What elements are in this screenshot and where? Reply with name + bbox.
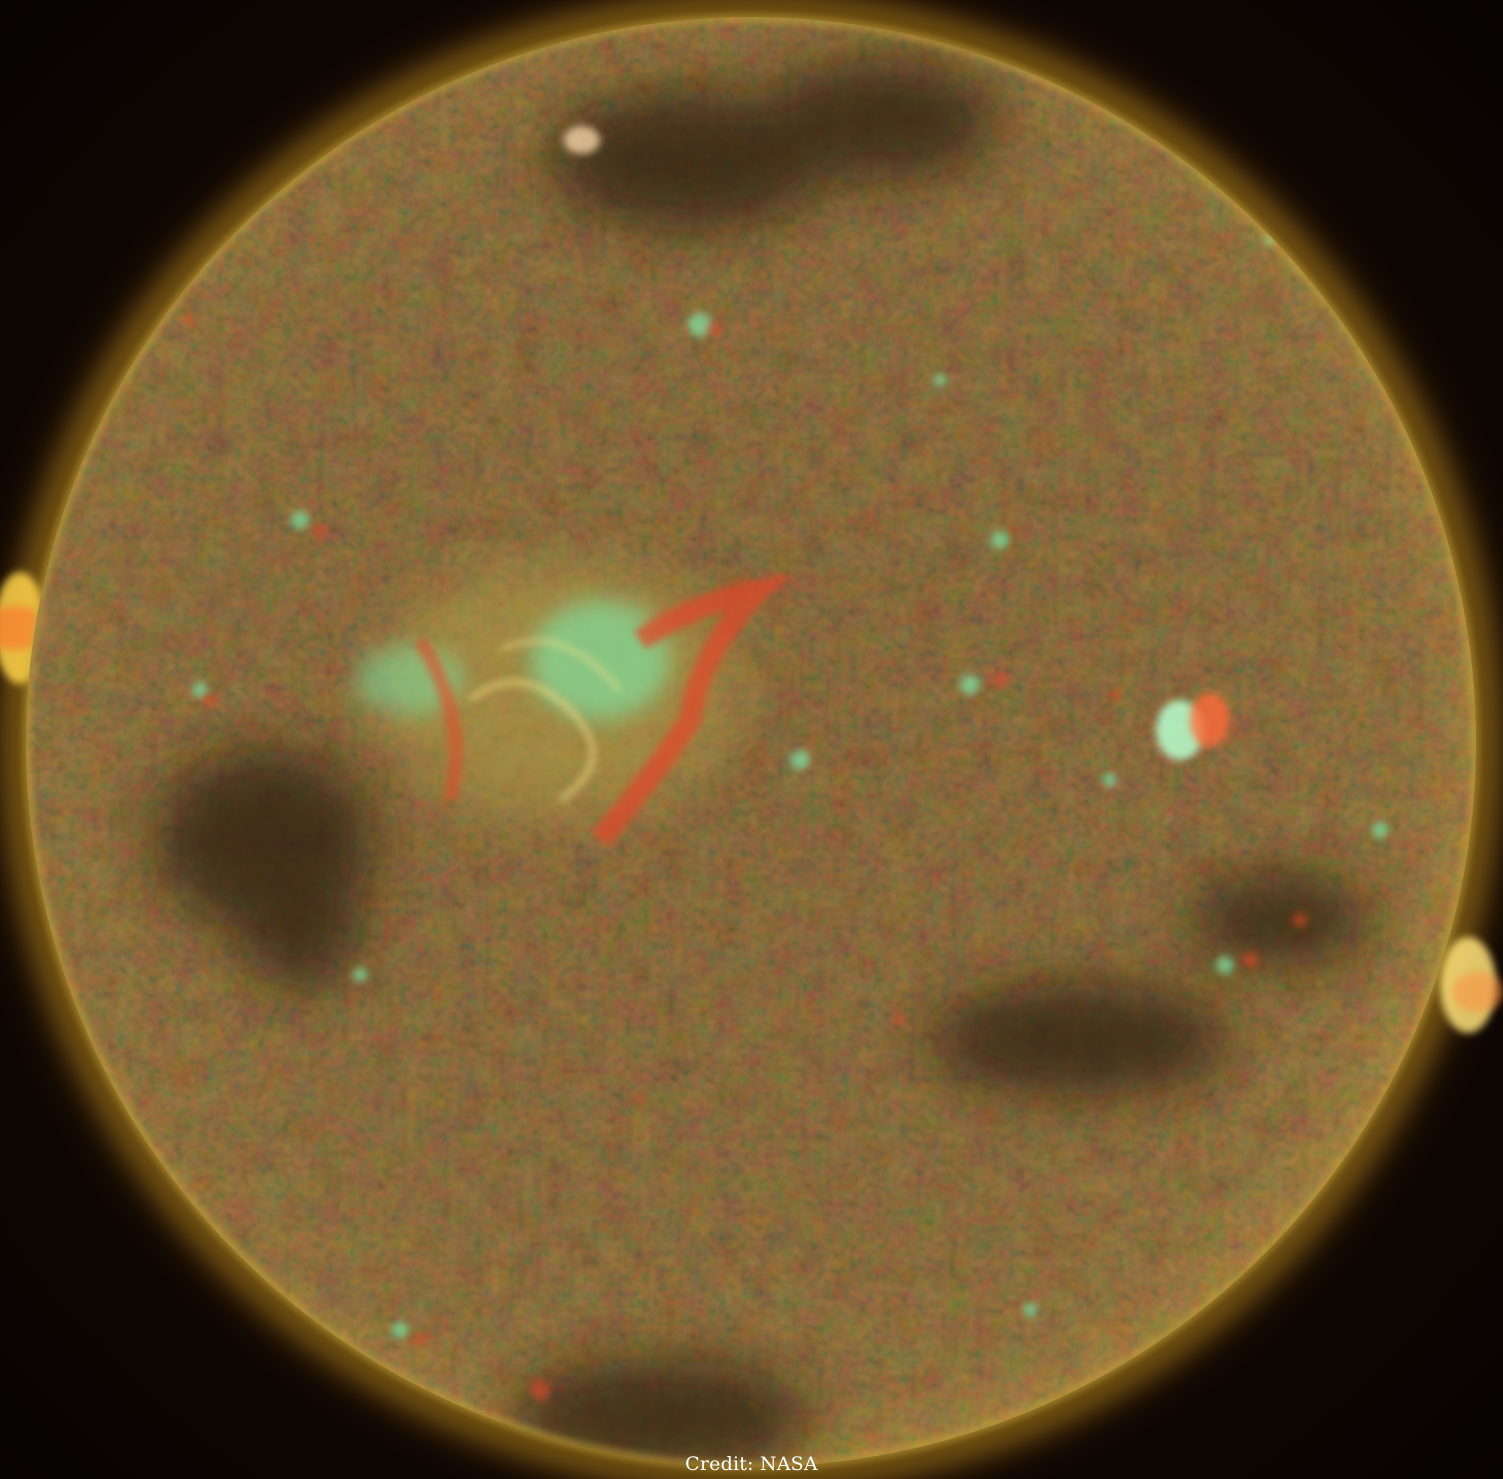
active-region-main bbox=[355, 560, 793, 848]
active-region-right bbox=[1156, 692, 1230, 760]
image-credit: Credit: NASA bbox=[685, 1453, 818, 1475]
bright-spot-north bbox=[564, 126, 600, 154]
solar-limb bbox=[24, 15, 1478, 1469]
bright-points-green bbox=[192, 234, 1388, 1338]
bright-points-red bbox=[184, 314, 1307, 1400]
